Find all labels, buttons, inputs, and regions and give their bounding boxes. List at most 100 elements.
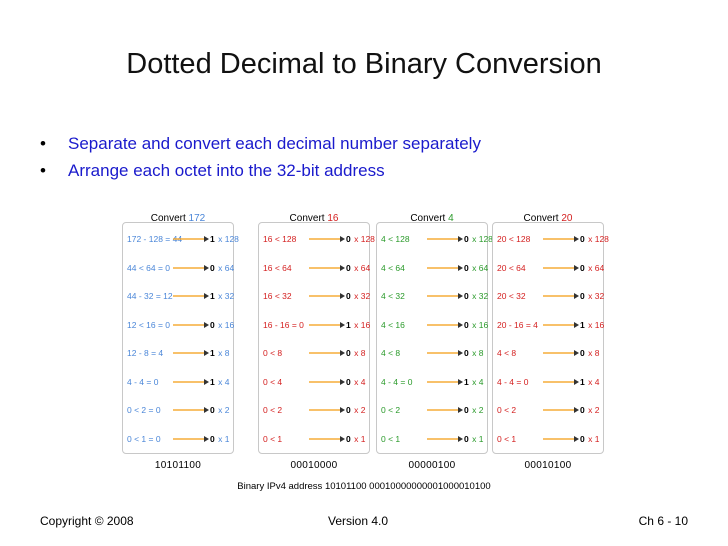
- bit-result: 0 x 2: [580, 403, 599, 417]
- arrow-right-icon: [427, 378, 463, 385]
- bit-value: 0: [464, 291, 469, 301]
- arrow-right-icon: [309, 350, 345, 356]
- bit-weight: x 8: [354, 348, 366, 358]
- conversion-step: 44 < 64 = 0: [127, 262, 171, 273]
- bit-weight: x 32: [218, 291, 235, 301]
- bit-result: 1 x 4: [210, 375, 229, 389]
- bit-result: 0 x 64: [346, 261, 370, 275]
- conversion-row: 0 < 1 0 x 1: [259, 432, 371, 446]
- conversion-step: 16 < 64: [263, 262, 292, 273]
- conversion-row: 16 < 32 0 x 32: [259, 289, 371, 303]
- conversion-step: 172 - 128 = 44: [127, 234, 183, 244]
- conversion-step: 0 < 1: [381, 433, 401, 444]
- conversion-row: 0 < 1 0 x 1: [377, 432, 489, 446]
- bit-value: 0: [464, 433, 469, 444]
- bit-value: 1: [580, 376, 585, 387]
- bit-value: 0: [346, 234, 351, 244]
- bit-result: 0 x 8: [346, 346, 365, 360]
- column-header-prefix: Convert: [150, 213, 189, 224]
- bit-weight: x 16: [218, 319, 235, 330]
- conversion-step: 4 < 8: [381, 348, 401, 358]
- bit-value: 0: [580, 405, 585, 415]
- bullet-text: Arrange each octet into the 32-bit addre…: [68, 161, 385, 180]
- arrow-right-icon: [543, 435, 579, 442]
- bit-weight: x 64: [472, 262, 489, 273]
- bit-weight: x 1: [588, 433, 600, 444]
- octet-result: 00010100: [524, 460, 572, 471]
- conversion-step: 16 - 16 = 0: [263, 319, 304, 330]
- bit-weight: x 64: [218, 262, 235, 273]
- bit-weight: x 16: [588, 319, 605, 330]
- conversion-row: 0 < 1 = 0 0 x 1: [123, 432, 235, 446]
- bit-value: 0: [580, 291, 585, 301]
- conversion-row: 0 < 2 = 0 0 x 2: [123, 403, 235, 417]
- bullet-dot-icon: •: [40, 161, 46, 180]
- arrow-right-icon: [309, 321, 345, 328]
- bit-result: 0 x 1: [580, 432, 599, 446]
- conversion-row: 20 - 16 = 4 1 x 16: [493, 318, 605, 332]
- conversion-row: 12 < 16 = 0 0 x 16: [123, 318, 235, 332]
- bit-weight: x 128: [218, 234, 239, 244]
- conversion-row: 12 - 8 = 4 1 x 8: [123, 346, 235, 360]
- bit-value: 0: [346, 262, 351, 273]
- bit-weight: x 4: [354, 376, 366, 387]
- bit-value: 0: [464, 319, 469, 330]
- bit-result: 0 x 64: [580, 261, 604, 275]
- arrow-right-icon: [543, 378, 579, 385]
- conversion-step: 4 < 16: [381, 319, 405, 330]
- arrow-right-icon: [543, 321, 579, 328]
- bit-result: 1 x 32: [210, 289, 234, 303]
- address-prefix: Binary IPv4 address: [237, 481, 325, 492]
- bit-result: 0 x 64: [464, 261, 488, 275]
- conversion-step: 20 < 32: [497, 291, 526, 301]
- arrow-right-icon: [173, 264, 209, 271]
- bit-value: 0: [464, 262, 469, 273]
- bit-weight: x 128: [354, 234, 375, 244]
- arrow-right-icon: [427, 321, 463, 328]
- bit-value: 1: [464, 376, 469, 387]
- bit-result: 0 x 4: [346, 375, 365, 389]
- bit-weight: x 16: [354, 319, 371, 330]
- conversion-step: 4 < 64: [381, 262, 405, 273]
- bit-result: 0 x 16: [210, 318, 234, 332]
- bit-weight: x 4: [472, 376, 484, 387]
- bit-value: 0: [210, 405, 215, 415]
- bullet-dot-icon: •: [40, 134, 46, 153]
- bit-weight: x 128: [588, 234, 609, 244]
- conversion-row: 0 < 2 0 x 2: [377, 403, 489, 417]
- conversion-step: 16 < 128: [263, 234, 297, 244]
- arrow-right-icon: [543, 264, 579, 271]
- arrow-right-icon: [173, 321, 209, 328]
- conversion-step: 20 < 128: [497, 234, 531, 244]
- bit-result: 0 x 2: [464, 403, 483, 417]
- arrow-right-icon: [309, 378, 345, 385]
- arrow-right-icon: [309, 407, 345, 413]
- arrow-right-icon: [309, 264, 345, 271]
- conversion-row: 0 < 2 0 x 2: [493, 403, 605, 417]
- arrow-right-icon: [309, 435, 345, 442]
- bit-value: 0: [464, 348, 469, 358]
- column-header-prefix: Convert: [289, 213, 328, 224]
- bit-weight: x 8: [218, 348, 230, 358]
- conversion-step: 4 - 4 = 0: [127, 376, 159, 387]
- conversion-step: 0 < 4: [263, 376, 283, 387]
- conversion-step: 4 < 128: [381, 234, 410, 244]
- bit-value: 0: [464, 405, 469, 415]
- bit-weight: x 32: [472, 291, 489, 301]
- bullet-item: • Arrange each octet into the 32-bit addr…: [40, 157, 481, 184]
- column-header-prefix: Convert: [523, 213, 562, 224]
- address-value: 10101100 00010000000001000010100: [324, 481, 491, 492]
- bit-value: 0: [464, 234, 469, 244]
- conversion-step: 4 < 8: [497, 348, 517, 358]
- conversion-step: 0 < 1: [497, 433, 517, 444]
- conversion-step: 0 < 8: [263, 348, 283, 358]
- conversion-step: 0 < 1 = 0: [127, 433, 161, 444]
- column-header-decimal: 4: [448, 213, 454, 224]
- arrow-right-icon: [173, 407, 209, 413]
- conversion-row: 4 < 64 0 x 64: [377, 261, 489, 275]
- bit-value: 0: [210, 433, 215, 444]
- bit-value: 0: [210, 262, 215, 273]
- arrow-right-icon: [427, 236, 463, 242]
- bit-value: 0: [580, 433, 585, 444]
- conversion-row: 4 < 8 0 x 8: [493, 346, 605, 360]
